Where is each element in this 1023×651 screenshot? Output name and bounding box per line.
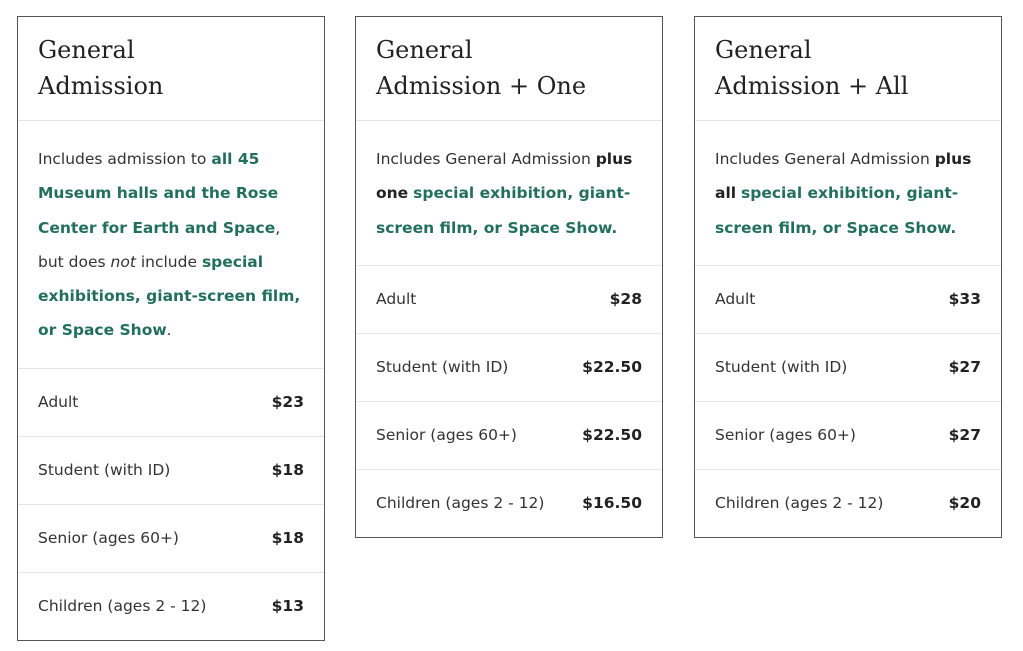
pricing-card: General Admission + All Includes General A… xyxy=(694,16,1002,538)
price-row: Student (with ID) $18 xyxy=(18,437,324,505)
ticket-price: $22.50 xyxy=(582,426,642,445)
pricing-card: General Admission + One Includes General A… xyxy=(355,16,663,538)
price-row: Adult $23 xyxy=(18,369,324,437)
link[interactable]: special exhibitions, giant-screen film, … xyxy=(38,252,301,340)
ticket-type: Children (ages 2 - 12) xyxy=(715,494,884,513)
ticket-type: Student (with ID) xyxy=(715,358,848,377)
card-title: General xyxy=(715,36,812,64)
price-row: Children (ages 2 - 12) $16.50 xyxy=(356,470,662,537)
ticket-type: Student (with ID) xyxy=(38,461,171,480)
ticket-price: $28 xyxy=(609,290,642,309)
card-title: General xyxy=(376,36,473,64)
link[interactable]: special exhibition, giant-screen film, o… xyxy=(376,184,631,237)
ticket-price: $18 xyxy=(271,529,304,548)
price-row: Adult $33 xyxy=(695,266,1001,334)
ticket-price: $27 xyxy=(948,426,981,445)
ticket-type: Adult xyxy=(376,290,417,309)
price-row: Senior (ages 60+) $27 xyxy=(695,402,1001,470)
ticket-price: $16.50 xyxy=(582,494,642,513)
text: . xyxy=(166,321,172,340)
ticket-type: Adult xyxy=(38,393,79,412)
ticket-type: Children (ages 2 - 12) xyxy=(376,494,545,513)
ticket-type: Student (with ID) xyxy=(376,358,509,377)
link[interactable]: all 45 Museum halls and the Rose Center … xyxy=(38,150,279,237)
price-row: Adult $28 xyxy=(356,266,662,334)
ticket-type: Adult xyxy=(715,290,756,309)
price-row: Senior (ages 60+) $22.50 xyxy=(356,402,662,470)
ticket-price: $20 xyxy=(948,494,981,513)
ticket-price: $33 xyxy=(948,290,981,309)
card-description: Includes admission to all 45 Museum hall… xyxy=(18,121,324,369)
pricing-card: General Admission Includes admission to al… xyxy=(17,16,325,641)
price-row: Student (with ID) $22.50 xyxy=(356,334,662,402)
ticket-type: Senior (ages 60+) xyxy=(715,426,856,445)
card-header: General Admission + One xyxy=(356,17,662,121)
price-row: Children (ages 2 - 12) $20 xyxy=(695,470,1001,537)
price-row: Senior (ages 60+) $18 xyxy=(18,505,324,573)
text: plus one xyxy=(376,150,633,203)
ticket-price: $22.50 xyxy=(582,358,642,377)
text: Includes General Admission xyxy=(715,150,935,168)
card-header: General Admission xyxy=(18,17,324,121)
price-row: Children (ages 2 - 12) $13 xyxy=(18,573,324,640)
text: , but does xyxy=(38,218,281,271)
text: Includes General Admission xyxy=(376,150,596,168)
text: Includes admission to xyxy=(38,150,212,168)
card-title: Admission xyxy=(38,72,164,100)
ticket-price: $27 xyxy=(948,358,981,377)
text: plus all xyxy=(715,150,972,203)
card-title: General xyxy=(38,36,135,64)
card-header: General Admission + All xyxy=(695,17,1001,121)
ticket-type: Senior (ages 60+) xyxy=(376,426,517,445)
ticket-price: $18 xyxy=(271,461,304,480)
text: include xyxy=(135,252,202,271)
ticket-price: $23 xyxy=(271,393,304,412)
card-title: Admission + One xyxy=(376,72,587,100)
ticket-type: Children (ages 2 - 12) xyxy=(38,597,207,616)
text: not xyxy=(110,252,136,271)
price-row: Student (with ID) $27 xyxy=(695,334,1001,402)
card-title: Admission + All xyxy=(715,72,909,100)
link[interactable]: special exhibition, giant-screen film, o… xyxy=(715,184,959,237)
card-description: Includes General Admission plus one spec… xyxy=(356,121,662,266)
ticket-price: $13 xyxy=(271,597,304,616)
card-description: Includes General Admission plus all spec… xyxy=(695,121,1001,266)
ticket-type: Senior (ages 60+) xyxy=(38,529,179,548)
